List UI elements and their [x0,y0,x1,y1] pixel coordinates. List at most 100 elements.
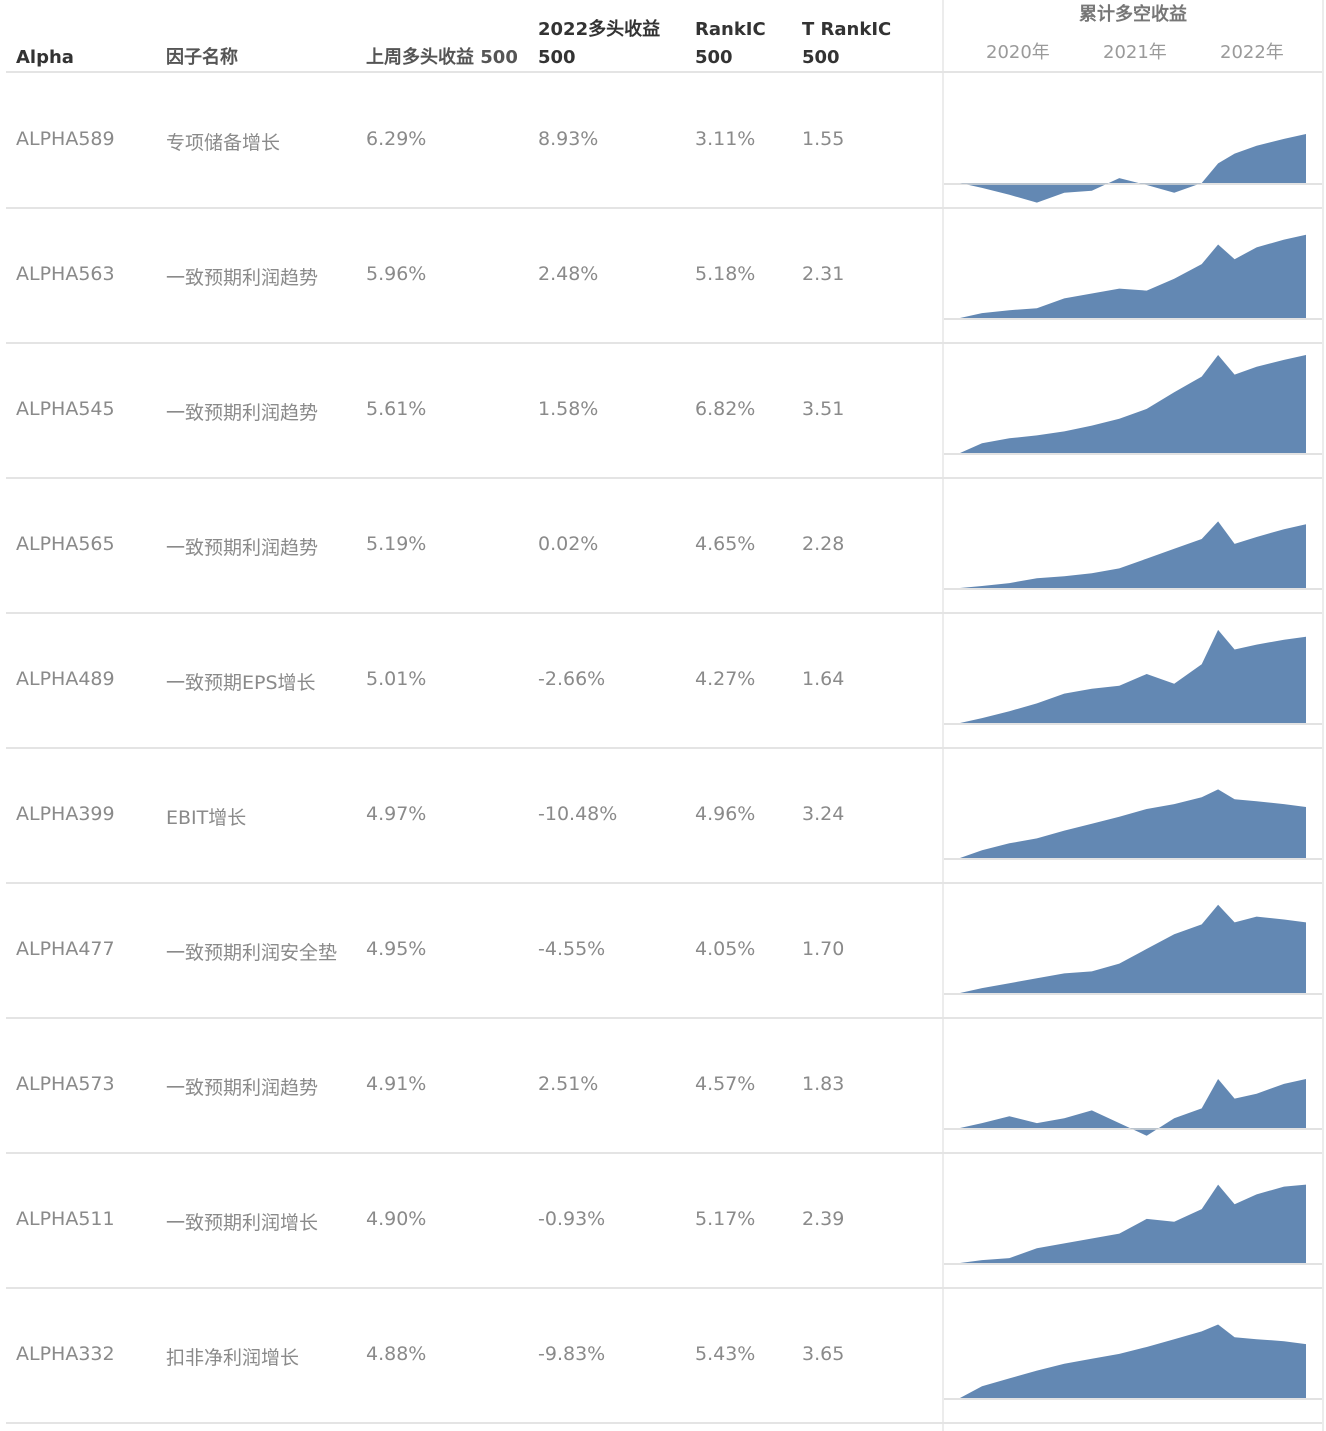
sparkline-area [960,629,1306,723]
row-separator [6,882,1322,884]
cell-last-week-return: 4.97% [366,803,427,825]
cell-alpha: ALPHA511 [16,1208,115,1230]
cell-alpha: ALPHA565 [16,533,115,555]
cell-t-rankic: 1.55 [802,128,845,150]
cell-factor-name: 一致预期利润趋势 [166,402,319,424]
cell-last-week-return: 5.01% [366,668,427,690]
cumulative-return-sparkline [944,134,1322,203]
cell-rankic: 4.27% [695,668,756,690]
cumulative-return-sparkline [944,629,1322,725]
year-label-2021: 2021年 [1103,42,1167,63]
cell-2022-return: -9.83% [538,1343,606,1365]
row-separator [6,1422,1322,1424]
cumulative-return-sparkline [944,1324,1322,1400]
cell-2022-return: -10.48% [538,803,618,825]
row-separator [6,207,1322,209]
cell-2022-return: 0.02% [538,533,599,555]
sparkline-area [960,355,1306,453]
sparkline-area [960,234,1306,318]
sparkline-column-right-border [1322,0,1324,1431]
cell-alpha: ALPHA563 [16,263,115,285]
sparkline-area [960,1324,1306,1398]
cell-alpha: ALPHA545 [16,398,115,420]
cell-t-rankic: 2.31 [802,263,845,285]
cell-t-rankic: 2.39 [802,1208,845,1230]
header-separator [6,71,1322,73]
cell-factor-name: 一致预期EPS增长 [166,672,316,694]
cell-t-rankic: 3.51 [802,398,845,420]
cell-factor-name: 一致预期利润趋势 [166,267,319,289]
cell-alpha: ALPHA589 [16,128,115,150]
cell-t-rankic: 3.65 [802,1343,845,1365]
cell-t-rankic: 1.83 [802,1073,845,1095]
header-last-week-return: 上周多头收益 500 [366,47,518,68]
cumulative-return-sparkline [944,789,1322,860]
cell-last-week-return: 4.91% [366,1073,427,1095]
cumulative-return-sparkline [944,355,1322,455]
cell-rankic: 5.43% [695,1343,756,1365]
year-label-2022: 2022年 [1220,42,1284,63]
cumulative-return-sparkline [944,1079,1322,1136]
cell-alpha: ALPHA332 [16,1343,115,1365]
header-2022-return: 2022多头收益 500 [538,16,660,72]
cell-factor-name: 专项储备增长 [166,132,281,154]
cell-2022-return: -0.93% [538,1208,606,1230]
sparkline-area [960,521,1306,588]
cell-2022-return: -2.66% [538,668,606,690]
year-label-2020: 2020年 [986,42,1050,63]
cell-t-rankic: 1.64 [802,668,845,690]
row-separator [6,342,1322,344]
cell-last-week-return: 5.19% [366,533,427,555]
header-rankic-line2: 500 [695,47,733,68]
cell-last-week-return: 6.29% [366,128,427,150]
cell-last-week-return: 4.88% [366,1343,427,1365]
cell-2022-return: 2.51% [538,1073,599,1095]
cumulative-return-sparkline [944,1184,1322,1265]
cell-2022-return: 8.93% [538,128,599,150]
cell-last-week-return: 4.90% [366,1208,427,1230]
cell-t-rankic: 3.24 [802,803,845,825]
cell-factor-name: 一致预期利润增长 [166,1212,319,1234]
sparkline-area [960,134,1306,203]
cell-last-week-return: 4.95% [366,938,427,960]
sparkline-area [960,904,1306,993]
row-separator [6,747,1322,749]
header-rankic-line1: RankIC [695,19,766,40]
cell-rankic: 4.05% [695,938,756,960]
header-factor-name: 因子名称 [166,47,238,68]
sparkline-column-left-border [942,0,944,1431]
header-rankic: RankIC 500 [695,16,766,72]
header-2022-return-line1: 2022多头收益 [538,19,661,40]
cell-alpha: ALPHA477 [16,938,115,960]
row-separator [6,1152,1322,1154]
header-t-rankic-line2: 500 [802,47,840,68]
row-separator [6,1017,1322,1019]
cumulative-return-sparkline [944,521,1322,590]
sparkline-area [960,789,1306,858]
cell-2022-return: 1.58% [538,398,599,420]
cell-2022-return: 2.48% [538,263,599,285]
cumulative-return-sparkline [944,904,1322,995]
cell-last-week-return: 5.96% [366,263,427,285]
cell-2022-return: -4.55% [538,938,606,960]
cell-factor-name: 一致预期利润趋势 [166,1077,319,1099]
cell-rankic: 4.57% [695,1073,756,1095]
header-t-rankic: T RankIC 500 [802,16,891,72]
cell-rankic: 4.65% [695,533,756,555]
cell-t-rankic: 1.70 [802,938,845,960]
row-separator [6,612,1322,614]
cell-rankic: 5.18% [695,263,756,285]
sparkline-area [960,1184,1306,1263]
cell-rankic: 4.96% [695,803,756,825]
cell-alpha: ALPHA489 [16,668,115,690]
header-alpha: Alpha [16,47,74,68]
cumulative-return-sparkline [944,234,1322,320]
cell-alpha: ALPHA573 [16,1073,115,1095]
sparkline-area [960,1079,1306,1136]
row-separator [6,477,1322,479]
cell-factor-name: EBIT增长 [166,807,247,829]
cell-t-rankic: 2.28 [802,533,845,555]
cell-last-week-return: 5.61% [366,398,427,420]
cell-rankic: 3.11% [695,128,756,150]
